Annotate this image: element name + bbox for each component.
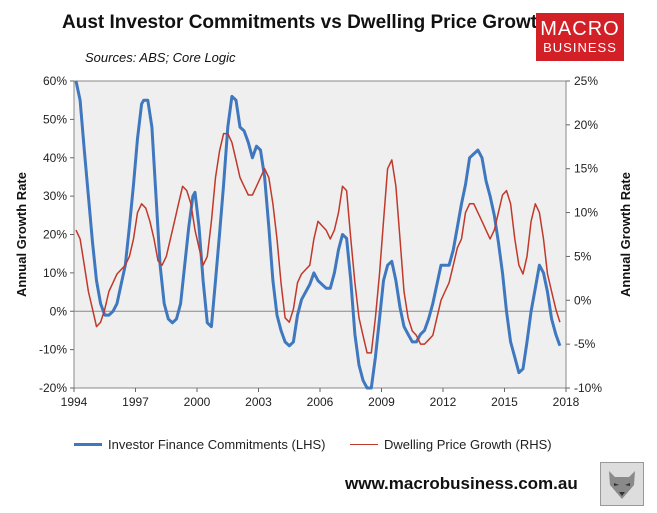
footer-url[interactable]: www.macrobusiness.com.au — [345, 474, 578, 493]
chart-subtitle: Sources: ABS; Core Logic — [85, 50, 236, 65]
y-tick-label: 0% — [50, 304, 68, 318]
series-line-investor — [74, 80, 562, 390]
chart-svg: -20% -10% 0% 10% 20% 30% 40% 50% 60% -10% -5% 0% 5% 1… — [14, 74, 633, 409]
y-tick-label: 20% — [43, 228, 67, 242]
series-line-dwelling — [75, 132, 561, 354]
y2-tick-label: -10% — [574, 381, 602, 395]
y-tick-label: 60% — [43, 74, 67, 88]
logo-line-2: BUSINESS — [543, 40, 617, 55]
legend-label-investor: Investor Finance Commitments (LHS) — [108, 437, 326, 452]
y2-tick-label: 5% — [574, 249, 592, 263]
legend-swatch-dwelling — [350, 444, 378, 445]
legend-label-dwelling: Dwelling Price Growth (RHS) — [384, 437, 552, 452]
y2-tick-label: 25% — [574, 74, 598, 88]
y2-tick-label: -5% — [574, 337, 596, 351]
legend-swatch-investor — [74, 443, 102, 446]
y2-tick-label: 15% — [574, 162, 598, 176]
y-axis-title: Annual Growth Rate — [14, 172, 29, 297]
x-tick-label: 2009 — [368, 395, 395, 409]
legend-item-dwelling: Dwelling Price Growth (RHS) — [350, 437, 552, 452]
y2-tick-label: 0% — [574, 293, 592, 307]
y2-axis-title: Annual Growth Rate — [618, 172, 633, 297]
y2-tick-label: 20% — [574, 118, 598, 132]
y-tick-label: 50% — [43, 112, 67, 126]
x-tick-label: 2000 — [184, 395, 211, 409]
x-tick-label: 2018 — [553, 395, 580, 409]
macrobusiness-logo: MACRO BUSINESS — [536, 13, 624, 61]
plot-area — [73, 80, 567, 389]
y2-tick-label: 10% — [574, 206, 598, 220]
chart-title: Aust Investor Commitments vs Dwelling Pr… — [62, 12, 549, 33]
x-tick-label: 2012 — [430, 395, 457, 409]
y-tick-label: -10% — [39, 343, 67, 357]
wolf-icon — [600, 462, 644, 506]
y-tick-label: 40% — [43, 151, 67, 165]
legend-item-investor: Investor Finance Commitments (LHS) — [74, 437, 325, 452]
x-tick-label: 2006 — [307, 395, 334, 409]
logo-line-1: MACRO — [540, 18, 620, 40]
y-tick-label: 10% — [43, 266, 67, 280]
x-tick-label: 2003 — [245, 395, 272, 409]
y-tick-label: 30% — [43, 189, 67, 203]
x-tick-label: 2015 — [491, 395, 518, 409]
y-tick-label: -20% — [39, 381, 67, 395]
x-tick-label: 1997 — [122, 395, 149, 409]
x-tick-label: 1994 — [61, 395, 88, 409]
